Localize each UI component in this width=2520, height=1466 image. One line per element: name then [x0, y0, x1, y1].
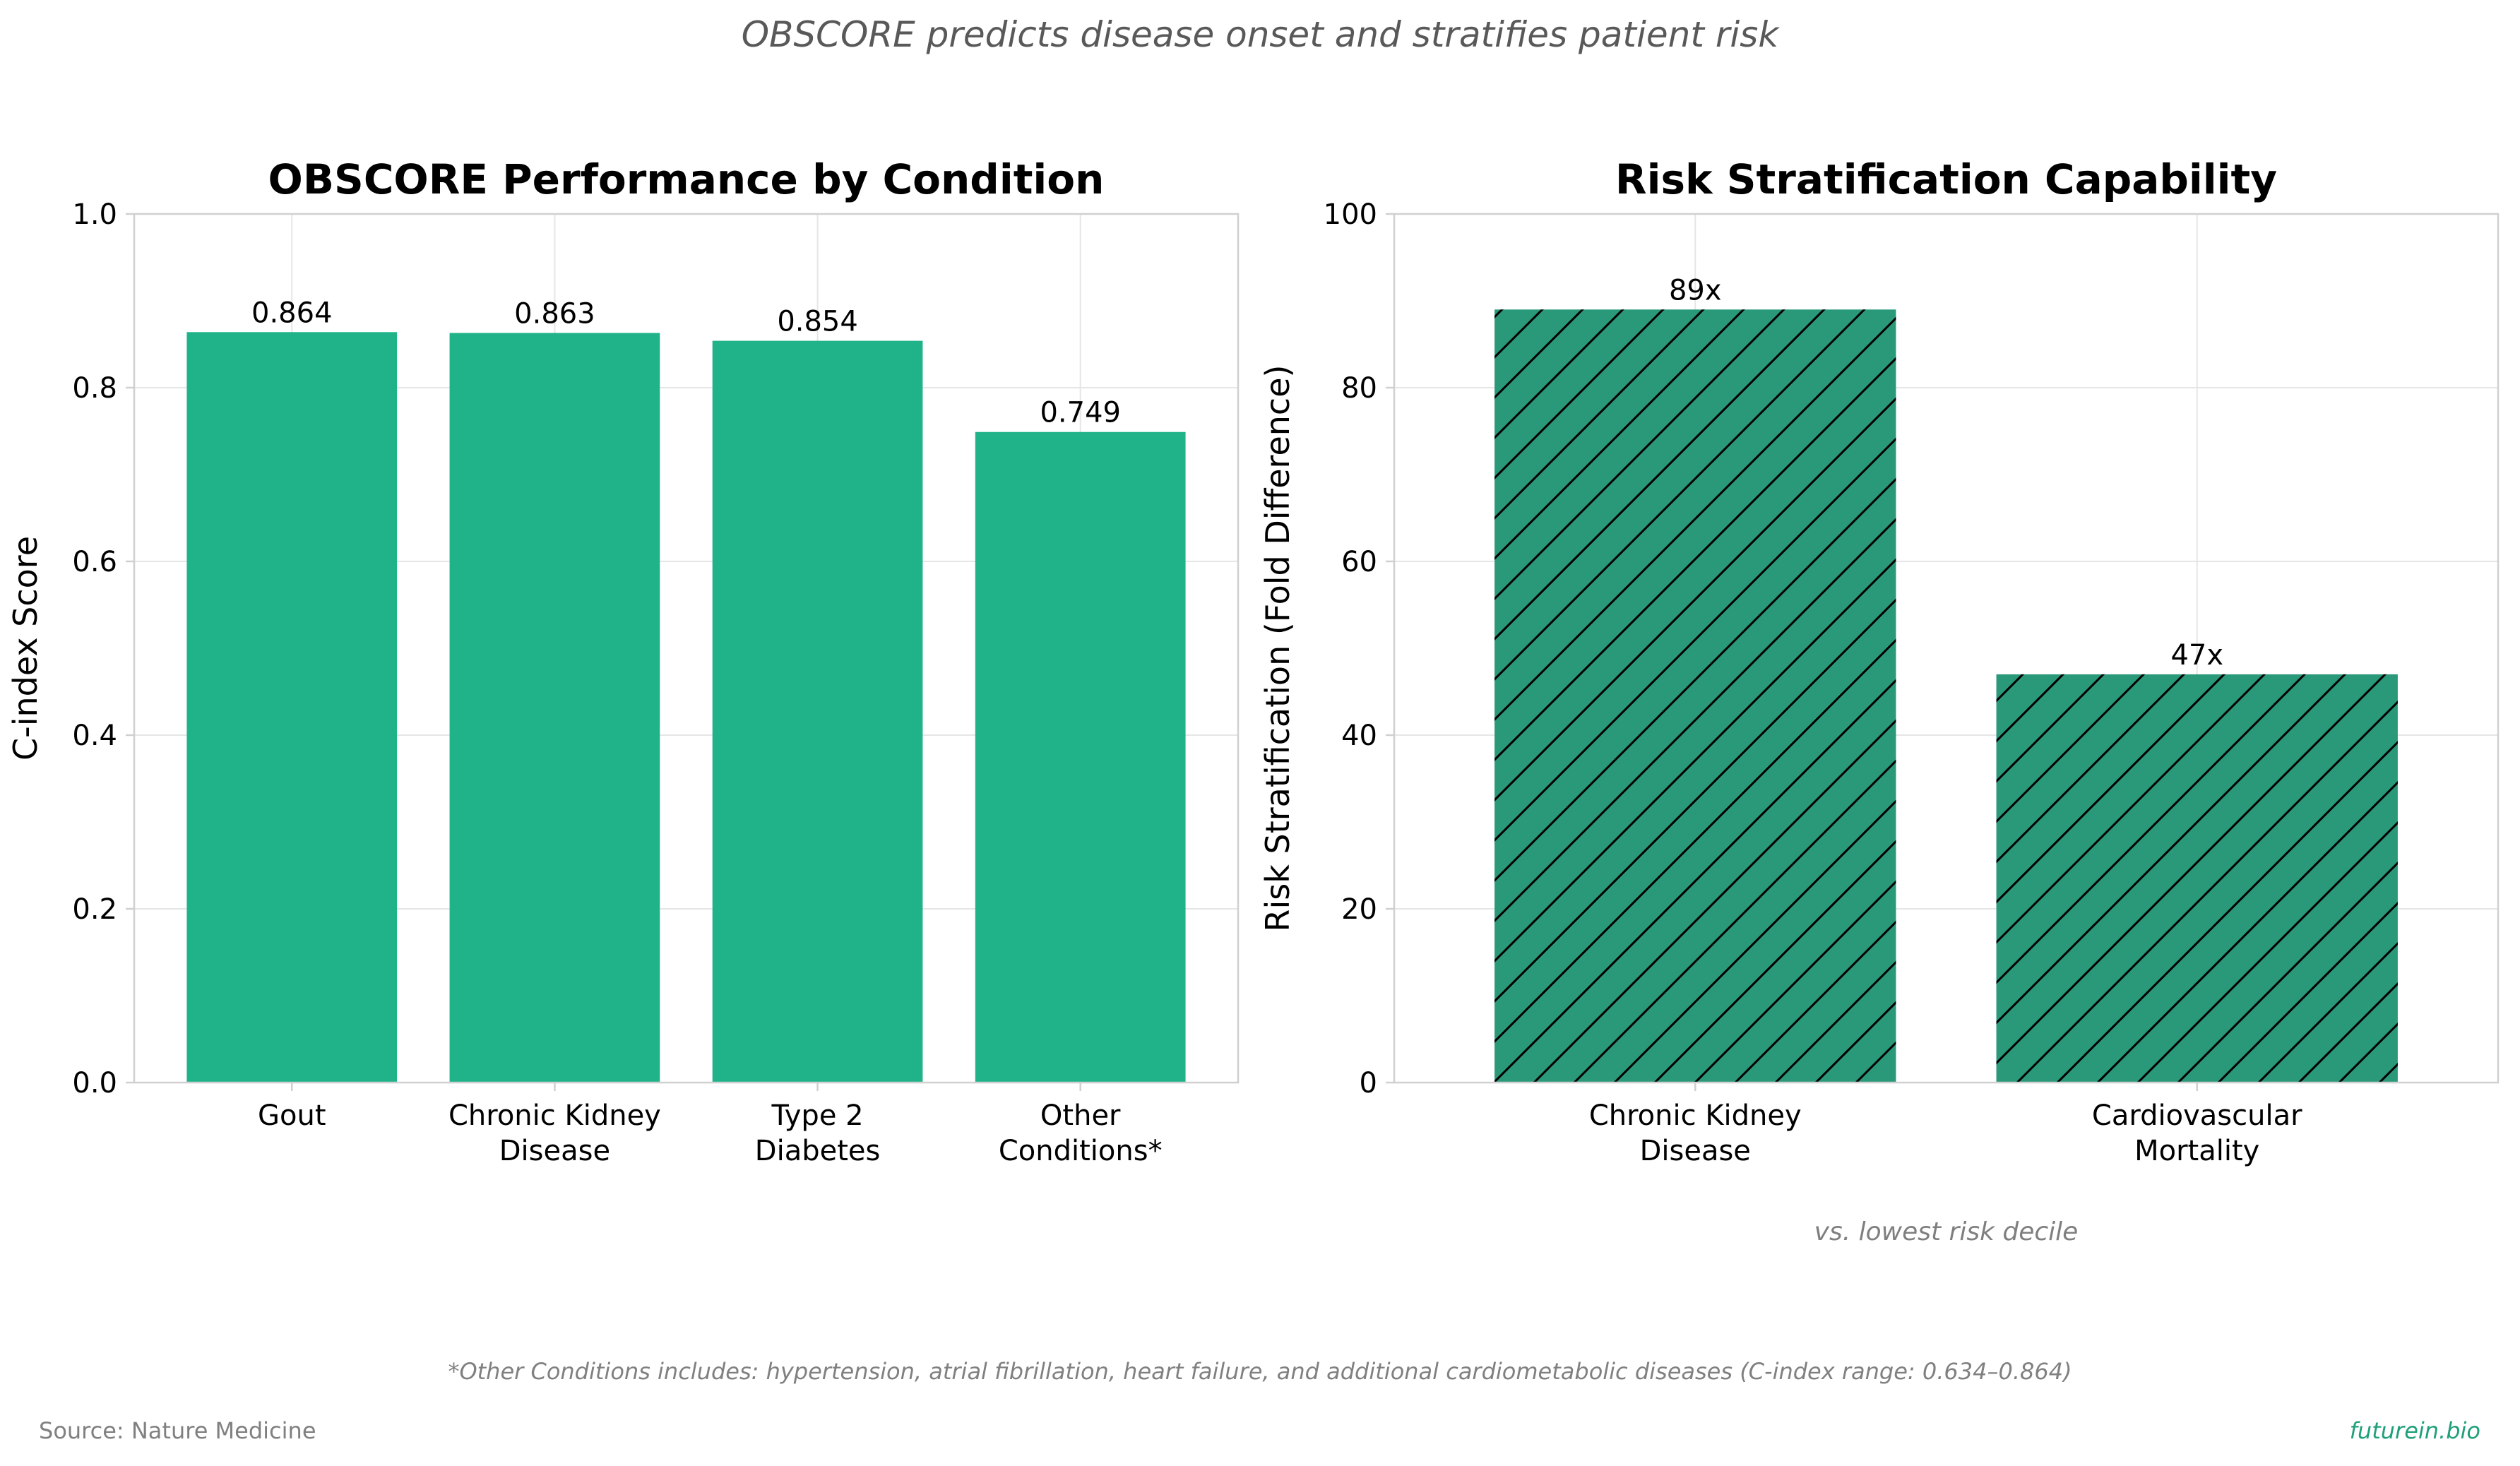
x-tick-label-line: Chronic Kidney	[1589, 1100, 1802, 1132]
bar-value-label: 0.749	[1040, 397, 1121, 429]
y-tick-label: 0.0	[72, 1067, 117, 1100]
y-tick-label: 20	[1341, 893, 1377, 926]
y-tick-label: 60	[1341, 546, 1377, 578]
y-tick-label: 0.8	[72, 372, 117, 405]
x-tick-label-line: Mortality	[2134, 1135, 2259, 1167]
x-tick-label-line: Gout	[258, 1100, 326, 1132]
bar	[975, 431, 1186, 1083]
chart-condition-performance: 0.864 0.863 0.854 0.749 0.0 0.2 0.4 0.6 0.8 1.0 Go…	[6, 155, 1240, 1167]
suptitle: OBSCORE predicts disease onset and strat…	[742, 14, 1781, 55]
x-tick-label-line: Conditions*	[999, 1135, 1163, 1167]
bar-hatch	[1996, 674, 2398, 1083]
bar	[449, 333, 660, 1083]
y-axis-label: C-index Score	[6, 536, 44, 761]
axes-frame	[1393, 213, 2500, 1084]
chart-title: OBSCORE Performance by Condition	[268, 155, 1105, 203]
brand-label: futurein.bio	[2350, 1417, 2480, 1444]
y-tick-label: 100	[1324, 198, 1377, 231]
bar	[186, 332, 398, 1083]
x-tick-label: Chronic Kidney Disease	[1589, 1100, 1802, 1167]
y-tick-label: 0	[1360, 1067, 1377, 1100]
y-tick-label: 0.2	[72, 893, 117, 926]
axis-annotation: vs. lowest risk decile	[1814, 1217, 2079, 1246]
y-tick-label: 1.0	[72, 198, 117, 231]
x-tick-label-line: Other	[1040, 1100, 1121, 1132]
x-tick-label-line: Disease	[1640, 1135, 1751, 1167]
x-tick-label-line: Disease	[499, 1135, 610, 1167]
y-tick-label: 0.4	[72, 720, 117, 752]
x-tick-label-line: Chronic Kidney	[448, 1100, 661, 1132]
x-tick-label: Type 2 Diabetes	[755, 1100, 881, 1167]
bar-value-label: 0.863	[514, 298, 595, 330]
x-tick-label-line: Type 2	[771, 1100, 864, 1132]
y-axis-label: Risk Stratification (Fold Difference)	[1259, 365, 1297, 932]
bar-value-label: 47x	[2170, 639, 2223, 672]
source-note: Source: Nature Medicine	[39, 1417, 316, 1444]
y-tick-label: 40	[1341, 720, 1377, 752]
bar-value-label: 0.854	[777, 306, 858, 338]
chart-title: Risk Stratification Capability	[1615, 155, 2277, 203]
axes-frame	[133, 213, 1240, 1084]
footnote: *Other Conditions includes: hypertension…	[448, 1358, 2072, 1385]
y-tick-label: 0.6	[72, 546, 117, 578]
x-tick-label: Chronic Kidney Disease	[448, 1100, 661, 1167]
bar-value-label: 0.864	[251, 297, 333, 329]
x-tick-label-line: Diabetes	[755, 1135, 881, 1167]
bar-value-label: 89x	[1669, 274, 1722, 306]
x-tick-label: Other Conditions*	[999, 1100, 1163, 1167]
x-tick-label-line: Cardiovascular	[2092, 1100, 2302, 1132]
y-tick-label: 80	[1341, 372, 1377, 405]
x-tick-label: Gout	[258, 1100, 326, 1132]
x-tick-label: Cardiovascular Mortality	[2092, 1100, 2302, 1167]
bar-hatch	[1494, 309, 1896, 1083]
bar	[712, 340, 923, 1083]
